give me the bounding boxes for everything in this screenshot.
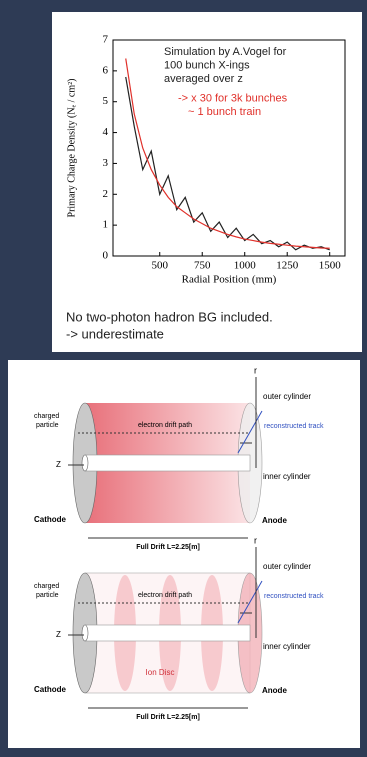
- track: [237, 580, 263, 624]
- plot-frame: [112, 39, 346, 257]
- label: charged: [34, 413, 59, 420]
- series-line: [125, 76, 330, 251]
- x-tick-label: 1250: [276, 260, 299, 272]
- inner-cylinder: [84, 454, 251, 472]
- caption: -> underestimate: [66, 326, 164, 341]
- label: Cathode: [34, 685, 67, 694]
- y-tick-label: 4: [103, 126, 109, 138]
- label: Full Drift L=2.25[m]: [136, 544, 200, 551]
- track: [237, 410, 263, 454]
- label: particle: [36, 592, 59, 599]
- inner-cylinder: [84, 624, 251, 642]
- annotation: ~ 1 bunch train: [188, 106, 261, 118]
- label: Ion Disc: [146, 668, 175, 677]
- label: r: [254, 365, 257, 375]
- y-tick-label: 7: [103, 34, 109, 46]
- x-tick-label: 500: [151, 260, 168, 272]
- tpc-diagram: charged particle electron drift path Z Catho…: [34, 535, 324, 720]
- label: Anode: [262, 516, 287, 525]
- caption: No two-photon hadron BG included.: [66, 309, 273, 324]
- label: electron drift path: [138, 422, 192, 429]
- annotation: Simulation by A.Vogel for: [164, 46, 287, 58]
- label: Cathode: [34, 515, 67, 524]
- annotation: averaged over z: [164, 73, 243, 85]
- annotation: -> x 30 for 3k bunches: [178, 92, 288, 104]
- label: inner cylinder: [263, 642, 311, 651]
- inner-hole: [81, 454, 89, 472]
- y-tick-label: 3: [103, 157, 109, 169]
- y-tick-label: 1: [103, 219, 109, 231]
- x-tick-label: 750: [194, 260, 211, 272]
- label: reconstructed track: [264, 593, 324, 600]
- y-tick-label: 2: [103, 188, 109, 200]
- annotation: 100 bunch X-ings: [164, 59, 250, 71]
- tpc-diagram: charged particle electron drift path Z Catho…: [34, 365, 324, 550]
- label: outer cylinder: [263, 562, 311, 571]
- label: Anode: [262, 686, 287, 695]
- y-axis-label: Primary Charge Density (Nₑ / cm²): [66, 79, 77, 218]
- x-axis-label: Radial Position (mm): [182, 274, 277, 286]
- label: Z: [56, 460, 61, 469]
- x-tick-label: 1000: [234, 260, 257, 272]
- label: Full Drift L=2.25[m]: [136, 714, 200, 721]
- label: electron drift path: [138, 592, 192, 599]
- label: particle: [36, 422, 59, 429]
- y-tick-label: 6: [103, 64, 109, 76]
- label: Z: [56, 630, 61, 639]
- label: inner cylinder: [263, 472, 311, 481]
- y-tick-label: 5: [103, 95, 109, 107]
- x-tick-label: 1500: [319, 260, 342, 272]
- series-line: [125, 58, 330, 249]
- chart-panel: [52, 12, 362, 352]
- y-tick-label: 0: [103, 250, 109, 262]
- label: r: [254, 535, 257, 545]
- label: reconstructed track: [264, 423, 324, 430]
- label: charged: [34, 583, 59, 590]
- inner-hole: [81, 624, 89, 642]
- label: outer cylinder: [263, 392, 311, 401]
